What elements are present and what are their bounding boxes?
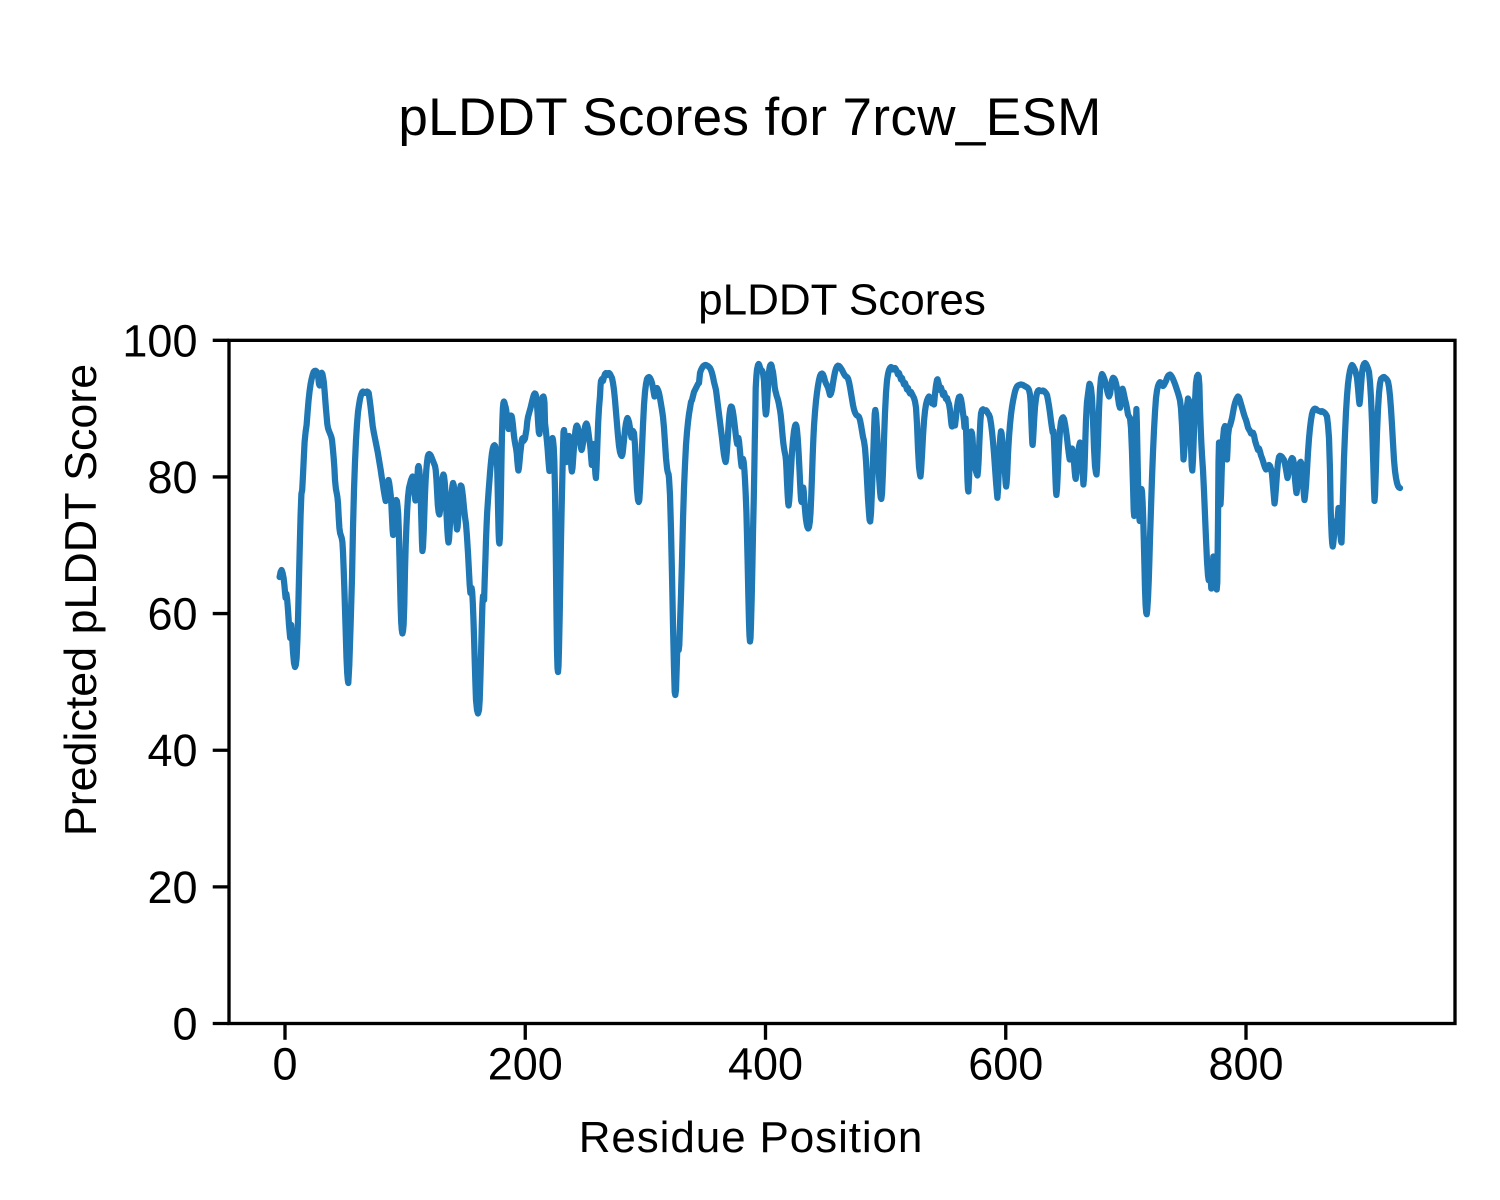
svg-text:100: 100 [122, 315, 197, 366]
svg-text:600: 600 [968, 1039, 1043, 1090]
svg-text:40: 40 [147, 725, 197, 776]
svg-text:Residue Position: Residue Position [579, 1113, 924, 1162]
svg-text:400: 400 [728, 1039, 803, 1090]
svg-text:Predicted pLDDT Score: Predicted pLDDT Score [56, 364, 106, 836]
svg-text:60: 60 [147, 589, 197, 640]
svg-text:80: 80 [147, 452, 197, 503]
svg-text:20: 20 [147, 862, 197, 913]
svg-text:200: 200 [488, 1039, 563, 1090]
svg-text:pLDDT Scores: pLDDT Scores [698, 276, 986, 325]
svg-text:0: 0 [172, 999, 197, 1050]
svg-text:pLDDT Scores for 7rcw_ESM: pLDDT Scores for 7rcw_ESM [398, 88, 1101, 147]
svg-text:800: 800 [1208, 1039, 1283, 1090]
svg-text:0: 0 [272, 1039, 297, 1090]
